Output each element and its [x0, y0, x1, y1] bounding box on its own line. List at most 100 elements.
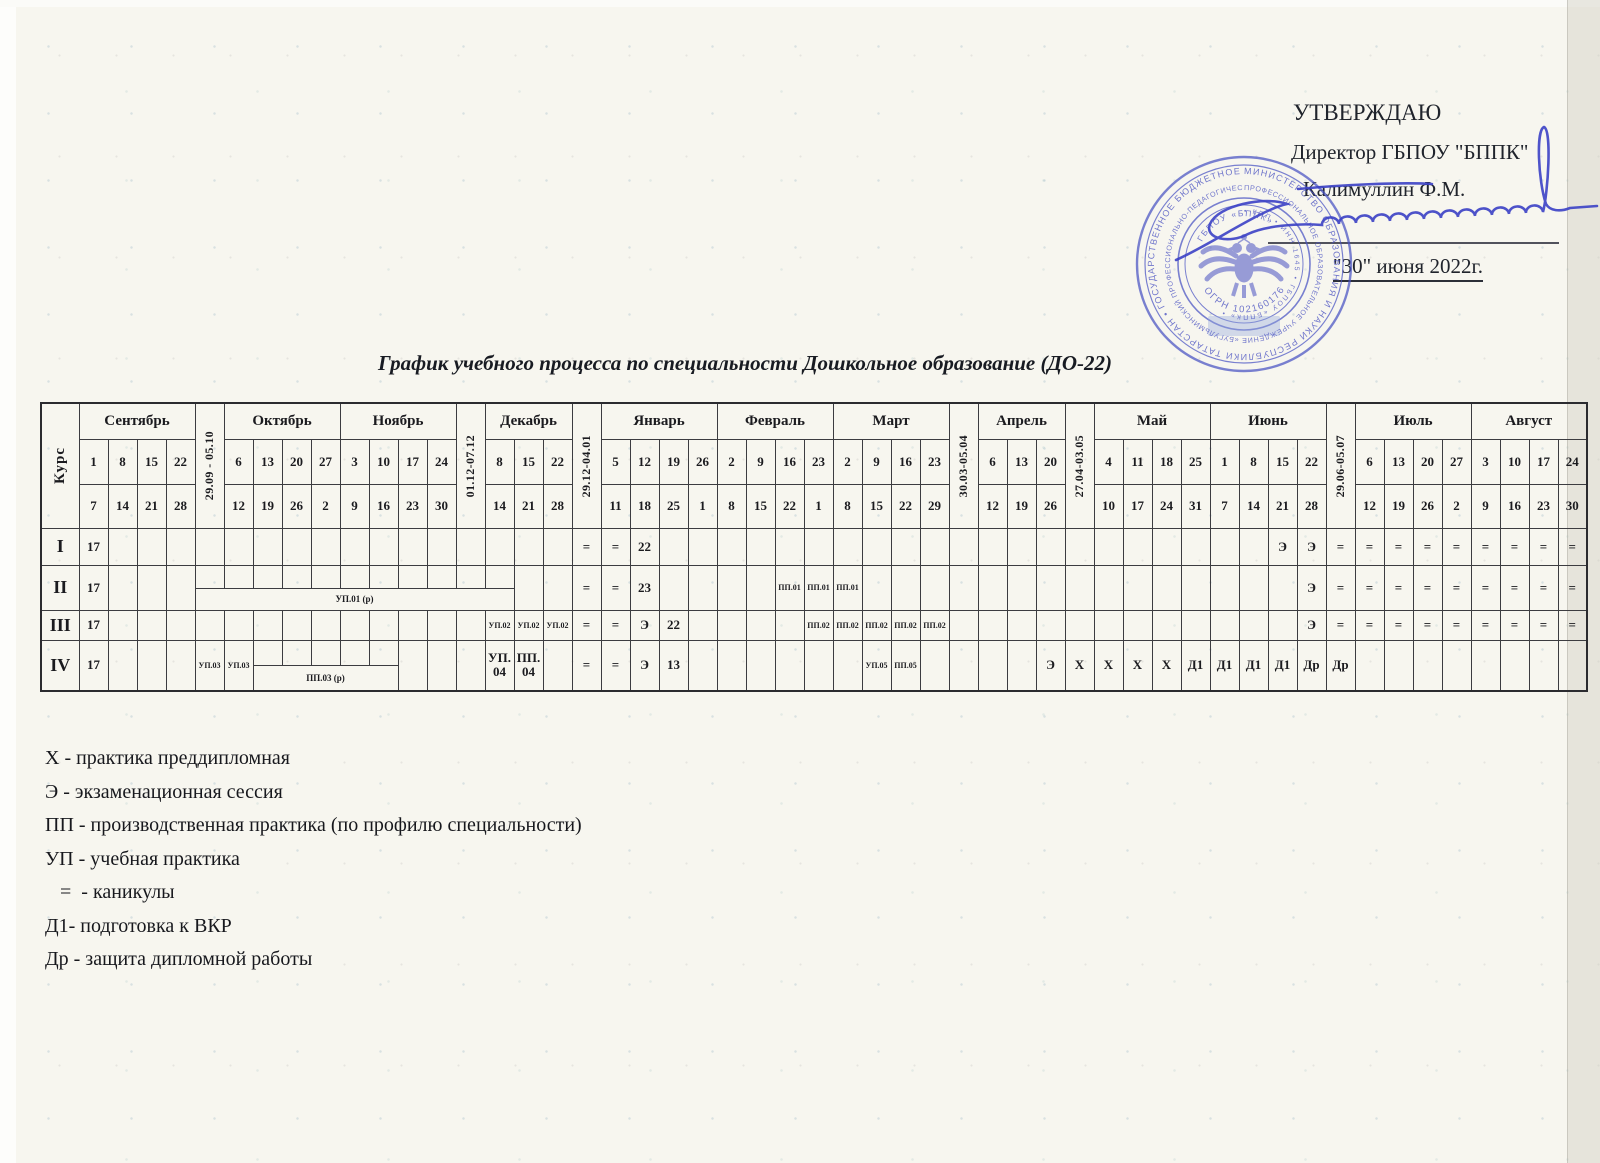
schedule-cell — [339, 609, 370, 641]
week-start-date: 17 — [397, 438, 428, 485]
week-end-date: 12 — [223, 483, 254, 529]
week-end-date: 21 — [1267, 483, 1298, 529]
schedule-cell: УП.02 — [484, 609, 515, 641]
schedule-cell — [977, 527, 1008, 566]
schedule-cell: Д1 — [1180, 639, 1211, 691]
schedule-cell: ПП.02 — [803, 609, 834, 641]
schedule-cell — [1209, 609, 1240, 641]
schedule-cell — [310, 527, 341, 566]
schedule-cell — [1267, 609, 1298, 641]
schedule-cell — [223, 527, 254, 566]
schedule-cell — [1499, 639, 1530, 691]
month-header: Январь — [600, 402, 718, 440]
schedule-cell — [281, 527, 312, 566]
week-start-date: 20 — [281, 438, 312, 485]
schedule-cell: = — [571, 564, 602, 611]
schedule-cell — [890, 564, 921, 611]
week-start-date: 12 — [629, 438, 660, 485]
course-row-label: II — [40, 564, 80, 611]
week-end-date: 1 — [803, 483, 834, 529]
stamp-smudge — [1208, 316, 1280, 336]
schedule-cell — [397, 527, 428, 566]
schedule-cell: = — [1412, 527, 1443, 566]
schedule-cell — [1064, 527, 1095, 566]
schedule-cell: УП. 04 — [484, 639, 515, 691]
month-header: Июль — [1354, 402, 1472, 440]
week-end-date: 14 — [107, 483, 138, 529]
schedule-cell: ПП.05 — [890, 639, 921, 691]
week-end-date: 28 — [1296, 483, 1327, 529]
schedule-cell — [426, 609, 457, 641]
schedule-cell: 23 — [629, 564, 660, 611]
schedule-cell — [1209, 527, 1240, 566]
schedule-cell — [107, 527, 138, 566]
schedule-cell — [339, 527, 370, 566]
schedule-cell: Д1 — [1267, 639, 1298, 691]
schedule-cell — [165, 609, 196, 641]
week-end-date: 14 — [1238, 483, 1269, 529]
schedule-cell: Э — [1296, 527, 1327, 566]
schedule-subcell — [254, 565, 283, 588]
schedule-cell — [455, 609, 486, 641]
schedule-cell: = — [1441, 609, 1472, 641]
schedule-cell — [919, 639, 950, 691]
schedule-cell — [1122, 527, 1153, 566]
schedule-cell — [1238, 609, 1269, 641]
schedule-cell: Др — [1325, 639, 1356, 691]
schedule-cell — [310, 609, 341, 641]
schedule-cell: = — [1383, 609, 1414, 641]
schedule-cell: = — [600, 639, 631, 691]
month-header: Май — [1093, 402, 1211, 440]
schedule-cell: Э — [1035, 639, 1066, 691]
legend: Х - практика преддипломная Э - экзаменац… — [45, 742, 582, 977]
week-start-date: 17 — [1528, 438, 1559, 485]
schedule-cell: = — [1499, 564, 1530, 611]
schedule-cell: = — [1470, 564, 1501, 611]
week-start-date: 3 — [339, 438, 370, 485]
schedule-cell: Э — [629, 639, 660, 691]
schedule-cell: УП.03 — [223, 639, 254, 691]
week-start-date: 4 — [1093, 438, 1124, 485]
week-end-date: 16 — [368, 483, 399, 529]
week-end-date: 19 — [1006, 483, 1037, 529]
schedule-cell — [107, 564, 138, 611]
schedule-cell: 17 — [78, 639, 109, 691]
week-start-date: 23 — [803, 438, 834, 485]
schedule-cell: УП.05 — [861, 639, 892, 691]
schedule-cell — [1122, 564, 1153, 611]
month-header: Ноябрь — [339, 402, 457, 440]
schedule-cell — [1383, 639, 1414, 691]
schedule-cell — [716, 564, 747, 611]
schedule-cell: Э — [629, 609, 660, 641]
schedule-cell — [1035, 564, 1066, 611]
week-end-date: 28 — [165, 483, 196, 529]
schedule-cell: = — [1557, 564, 1588, 611]
week-start-date: 6 — [977, 438, 1008, 485]
week-end-date: 30 — [426, 483, 457, 529]
schedule-cell: ПП.01 — [832, 564, 863, 611]
week-end-date: 9 — [1470, 483, 1501, 529]
legend-item: Д1- подготовка к ВКР — [45, 914, 232, 937]
schedule-subcell — [341, 565, 370, 588]
week-start-date: 18 — [1151, 438, 1182, 485]
schedule-cell: = — [1499, 527, 1530, 566]
legend-item: УП - учебная практика — [45, 847, 240, 870]
week-start-date: 23 — [919, 438, 950, 485]
schedule-cell — [513, 564, 544, 611]
week-end-date: 18 — [629, 483, 660, 529]
month-header: Февраль — [716, 402, 834, 440]
week-end-date: 21 — [513, 483, 544, 529]
schedule-cell: ПП.01 — [803, 564, 834, 611]
schedule-cell — [1006, 609, 1037, 641]
week-start-date: 25 — [1180, 438, 1211, 485]
schedule-split-cell: ПП.03 (р) — [252, 639, 399, 691]
schedule-cell: 22 — [629, 527, 660, 566]
schedule-cell: ПП. 04 — [513, 639, 544, 691]
week-end-date: 26 — [1412, 483, 1443, 529]
schedule-split-cell: УП.01 (р) — [194, 564, 515, 611]
schedule-cell: Др — [1296, 639, 1327, 691]
svg-text:ГБПОУ «БППК»: ГБПОУ «БППК» — [1195, 208, 1275, 243]
schedule-cell — [1412, 639, 1443, 691]
schedule-cell — [687, 639, 718, 691]
schedule-cell — [948, 639, 979, 691]
